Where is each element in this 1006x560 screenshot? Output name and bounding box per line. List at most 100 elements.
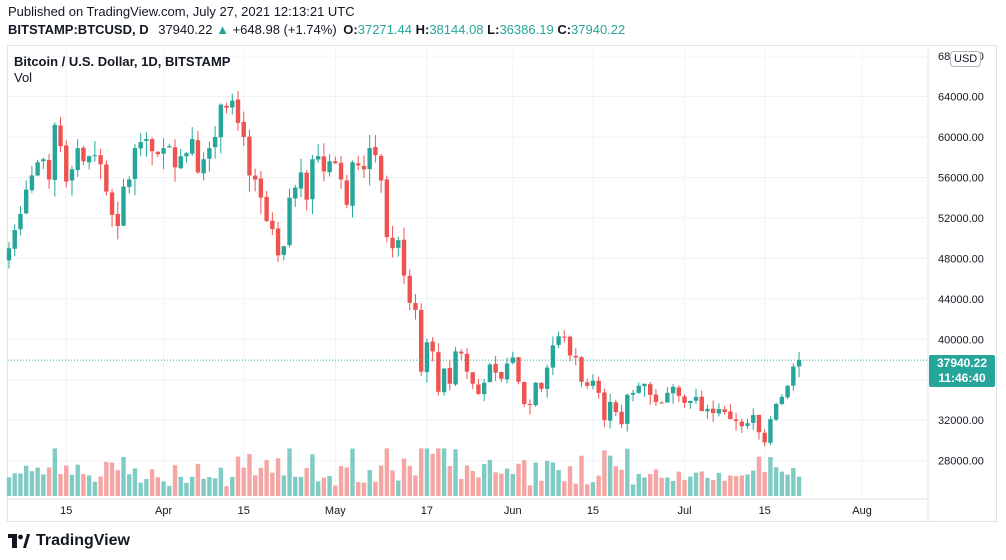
volume-bar xyxy=(195,463,201,496)
volume-bar xyxy=(699,471,704,496)
volume-bar xyxy=(413,475,418,496)
candle-body xyxy=(264,196,269,221)
volume-bar xyxy=(321,477,327,496)
change-up-icon: ▲ xyxy=(216,22,229,37)
volume-bar xyxy=(544,460,550,496)
candle-body xyxy=(201,159,206,174)
volume-bar xyxy=(441,448,447,496)
candle-body xyxy=(161,148,166,154)
candle-body xyxy=(321,156,327,172)
volume-bar xyxy=(785,474,790,496)
candle-body xyxy=(613,402,619,413)
candle-body xyxy=(705,409,710,412)
volume-bar xyxy=(109,462,115,496)
candle-body xyxy=(12,230,17,249)
candle-body xyxy=(287,197,292,246)
candle-body xyxy=(58,125,63,147)
volume-bar xyxy=(275,458,281,496)
price-axis-label: 32000.00 xyxy=(938,415,984,427)
candle-body xyxy=(756,414,762,433)
volume-bar xyxy=(252,475,258,496)
time-axis-label: 17 xyxy=(421,505,433,517)
volume-bar xyxy=(98,476,103,496)
volume-bar xyxy=(172,465,178,496)
candle-body xyxy=(665,392,670,403)
candle-body xyxy=(172,147,178,168)
candle-body xyxy=(121,186,126,226)
price-axis-label: 52000.00 xyxy=(938,213,984,225)
candle-body xyxy=(607,401,613,421)
volume-bar xyxy=(459,478,464,496)
volume-bar xyxy=(350,448,355,496)
candle-body xyxy=(470,372,475,384)
volume-bar xyxy=(550,462,556,496)
candle-body xyxy=(722,409,727,413)
time-axis-label: 15 xyxy=(238,505,250,517)
volume-bar xyxy=(378,465,384,496)
volume-bar xyxy=(190,476,195,496)
change-value: +648.98 (+1.74%) xyxy=(232,22,337,37)
volume-bar xyxy=(436,448,441,496)
candle-body xyxy=(682,396,687,403)
candle-body xyxy=(155,151,161,155)
volume-bar xyxy=(390,470,395,496)
candle-body xyxy=(178,156,183,169)
candle-body xyxy=(464,353,470,372)
close-label: C: xyxy=(557,22,572,37)
candle-body xyxy=(218,104,224,138)
candle-body xyxy=(367,148,372,170)
brand-name: TradingView xyxy=(36,532,130,549)
candle-body xyxy=(550,345,556,368)
candle-body xyxy=(167,146,172,148)
candle-body xyxy=(745,423,750,426)
tradingview-brand[interactable]: TradingView xyxy=(8,532,130,550)
candle-body xyxy=(573,355,578,358)
candle-body xyxy=(281,246,286,255)
volume-bar xyxy=(144,479,149,496)
volume-bar xyxy=(64,465,69,496)
candle-body xyxy=(350,162,355,206)
candle-body xyxy=(247,136,252,176)
candle-body xyxy=(46,159,52,180)
volume-bar xyxy=(539,480,544,496)
volume-bar xyxy=(52,448,57,496)
time-axis-label: 15 xyxy=(587,505,599,517)
candle-body xyxy=(447,367,453,384)
candle-body xyxy=(768,419,773,443)
candle-body xyxy=(710,408,716,414)
candle-body xyxy=(144,139,149,141)
volume-bar xyxy=(235,456,241,496)
volume-bar xyxy=(338,466,344,496)
volume-bar xyxy=(619,469,624,496)
volume-bar xyxy=(665,477,670,496)
price-axis-label: 60000.00 xyxy=(938,132,984,144)
volume-bar xyxy=(693,472,699,496)
volume-bar xyxy=(751,470,756,496)
volume-bar xyxy=(155,477,161,496)
candle-body xyxy=(779,396,785,404)
volume-bar xyxy=(18,473,23,496)
price-axis-label: 40000.00 xyxy=(938,334,984,346)
candle-body xyxy=(258,178,264,198)
volume-bar xyxy=(688,476,693,496)
volume-bar xyxy=(178,476,183,496)
volume-bar xyxy=(315,481,321,496)
close-value: 37940.22 xyxy=(571,22,626,37)
candle-body xyxy=(18,213,23,230)
volume-bar xyxy=(373,481,378,496)
volume-bar xyxy=(773,467,779,496)
volume-bar xyxy=(35,467,40,496)
candle-body xyxy=(92,155,98,157)
volume-bar xyxy=(247,454,252,496)
volume-bar xyxy=(642,477,647,496)
volume-bar xyxy=(705,477,710,496)
currency-button[interactable]: USD xyxy=(950,51,982,67)
candle-body xyxy=(132,148,138,179)
volume-bar xyxy=(230,477,235,496)
volume-bar xyxy=(796,476,802,496)
time-axis-label: 15 xyxy=(759,505,771,517)
volume-bar xyxy=(212,478,218,496)
volume-bar xyxy=(367,470,372,496)
candle-body xyxy=(676,387,682,396)
